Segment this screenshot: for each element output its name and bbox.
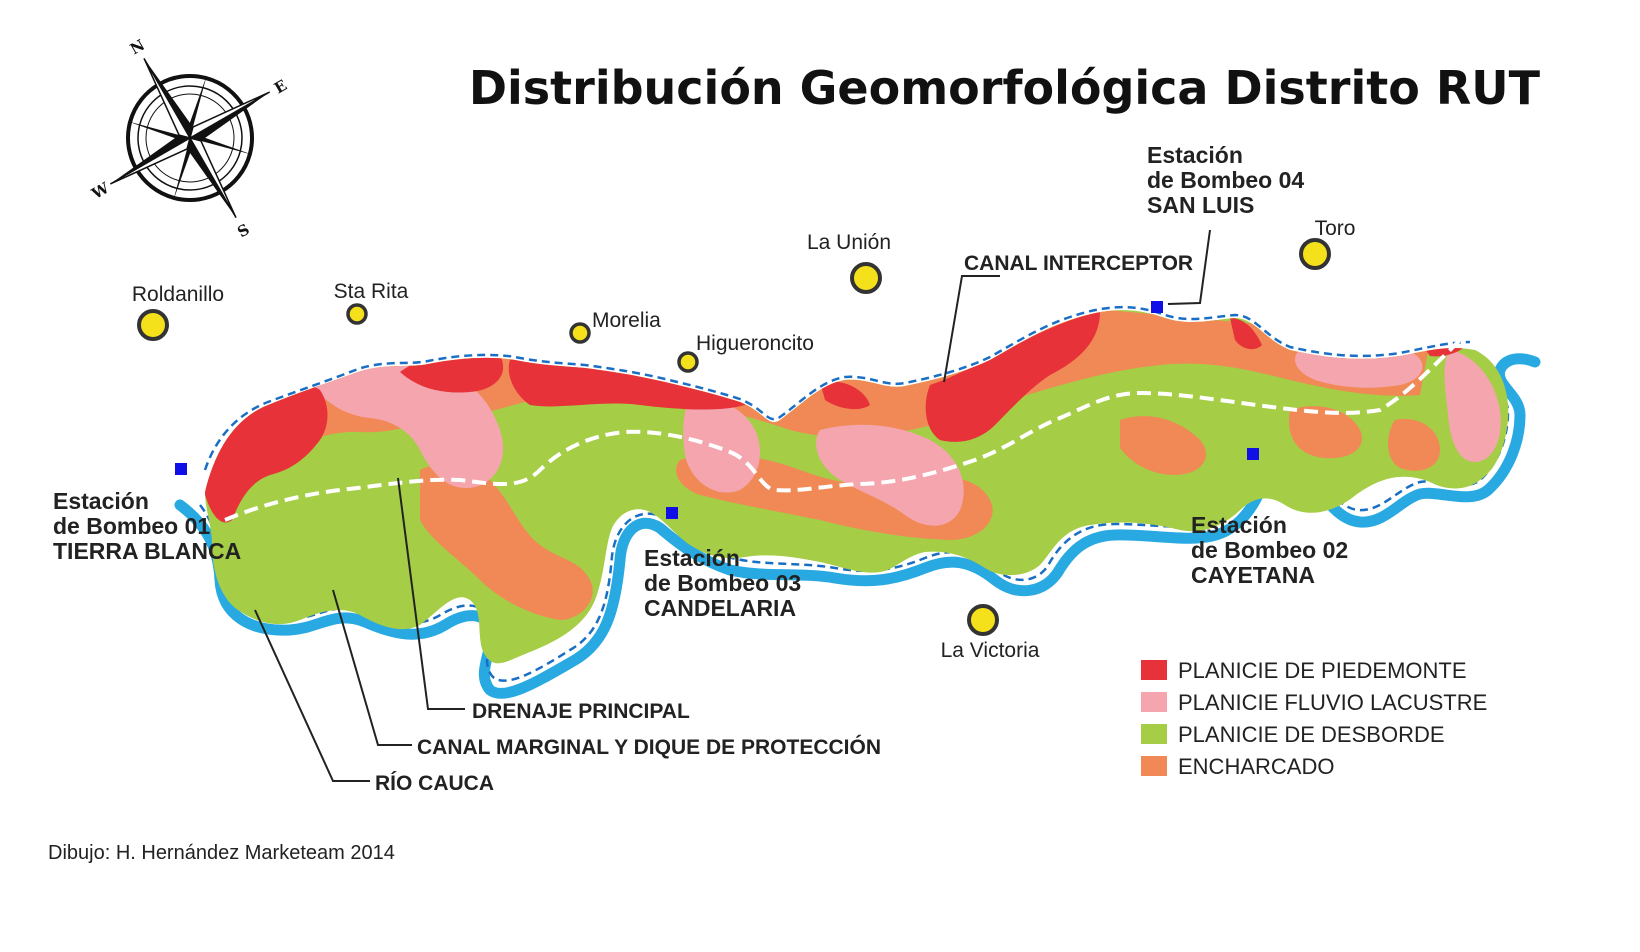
compass-south-label: S: [234, 220, 252, 241]
legend-label: PLANICIE DE DESBORDE: [1178, 722, 1445, 747]
compass-west-label: W: [88, 178, 113, 203]
station-marker-01: [175, 463, 187, 475]
town-dot: [346, 303, 368, 325]
legend-label: PLANICIE FLUVIO LACUSTRE: [1178, 690, 1487, 715]
legend-swatch: [1141, 724, 1167, 744]
town-label: Roldanillo: [132, 283, 224, 306]
town-toro: Toro: [1299, 217, 1356, 270]
legend-label: PLANICIE DE PIEDEMONTE: [1178, 658, 1467, 683]
station-label-line: de Bombeo 04: [1147, 167, 1304, 193]
town-morelia: Morelia: [569, 309, 661, 344]
drenaje-principal-line: [224, 338, 1462, 522]
town-la-union: La Unión: [807, 231, 891, 294]
station-label-line: SAN LUIS: [1147, 192, 1254, 218]
map-title: Distribución Geomorfológica Distrito RUT: [469, 61, 1541, 115]
leader-canal-interceptor: [943, 275, 1000, 383]
station-label-line: TIERRA BLANCA: [53, 538, 241, 564]
leader-canal-marginal: [332, 589, 412, 746]
leader-rio-cauca: [254, 609, 370, 782]
callout-canal-marginal: CANAL MARGINAL Y DIQUE DE PROTECCIÓN: [417, 735, 881, 759]
town-markers: Roldanillo Sta Rita Morelia Higueroncito…: [132, 217, 1356, 662]
town-sta-rita: Sta Rita: [334, 280, 409, 325]
canal-marginal-north: [203, 305, 1471, 471]
town-la-victoria: La Victoria: [941, 604, 1040, 662]
station-marker-04: [1151, 301, 1163, 313]
callout-canal-interceptor: CANAL INTERCEPTOR: [964, 252, 1193, 275]
town-label: La Victoria: [941, 639, 1040, 662]
legend-item-encharcado: ENCHARCADO: [1141, 754, 1334, 779]
legend-item-desborde: PLANICIE DE DESBORDE: [1141, 722, 1445, 747]
legend-label: ENCHARCADO: [1178, 754, 1334, 779]
station-label-line: Estación: [53, 488, 149, 514]
town-dot: [569, 322, 591, 344]
station-label-line: Estación: [1147, 142, 1243, 168]
pump-station-markers: [175, 301, 1259, 519]
compass-north-label: N: [127, 36, 148, 59]
map-legend: PLANICIE DE PIEDEMONTE PLANICIE FLUVIO L…: [1141, 658, 1487, 779]
town-label: Higueroncito: [696, 332, 814, 355]
town-label: Toro: [1315, 217, 1356, 240]
station-label-line: de Bombeo 03: [644, 570, 801, 596]
station-label-03: Estación de Bombeo 03 CANDELARIA: [644, 545, 801, 621]
town-label: Morelia: [592, 309, 661, 332]
station-label-line: Estación: [644, 545, 740, 571]
town-higueroncito: Higueroncito: [677, 332, 814, 373]
station-label-04: Estación de Bombeo 04 SAN LUIS: [1147, 142, 1304, 218]
station-label-line: Estación: [1191, 512, 1287, 538]
legend-item-fluvio-lacustre: PLANICIE FLUVIO LACUSTRE: [1141, 690, 1487, 715]
compass-rose-icon: N S E W: [88, 36, 290, 241]
station-label-line: de Bombeo 01: [53, 513, 210, 539]
station-label-02: Estación de Bombeo 02 CAYETANA: [1191, 512, 1348, 588]
leader-lines: [254, 229, 1211, 782]
district-zones: [205, 310, 1509, 664]
town-dot: [137, 309, 169, 341]
callout-rio-cauca: RÍO CAUCA: [375, 772, 494, 795]
river-cauca: [174, 353, 1541, 699]
drawing-credit: Dibujo: H. Hernández Marketeam 2014: [48, 842, 395, 864]
leader-drenaje-principal: [397, 477, 465, 710]
station-label-01: Estación de Bombeo 01 TIERRA BLANCA: [53, 488, 241, 564]
town-dot: [850, 262, 882, 294]
town-dot: [1299, 238, 1331, 270]
callout-drenaje-principal: DRENAJE PRINCIPAL: [472, 700, 690, 723]
station-label-line: de Bombeo 02: [1191, 537, 1348, 563]
town-label: Sta Rita: [334, 280, 409, 303]
town-dot: [677, 351, 699, 373]
town-roldanillo: Roldanillo: [132, 283, 224, 341]
station-label-line: CANDELARIA: [644, 595, 796, 621]
legend-swatch: [1141, 756, 1167, 776]
compass-east-label: E: [271, 76, 290, 97]
station-marker-02: [1247, 448, 1259, 460]
leader-station-04: [1167, 229, 1211, 305]
station-marker-03: [666, 507, 678, 519]
legend-swatch: [1141, 692, 1167, 712]
town-dot: [967, 604, 999, 636]
legend-item-piedemonte: PLANICIE DE PIEDEMONTE: [1141, 658, 1467, 683]
station-label-line: CAYETANA: [1191, 562, 1315, 588]
town-label: La Unión: [807, 231, 891, 254]
legend-swatch: [1141, 660, 1167, 680]
